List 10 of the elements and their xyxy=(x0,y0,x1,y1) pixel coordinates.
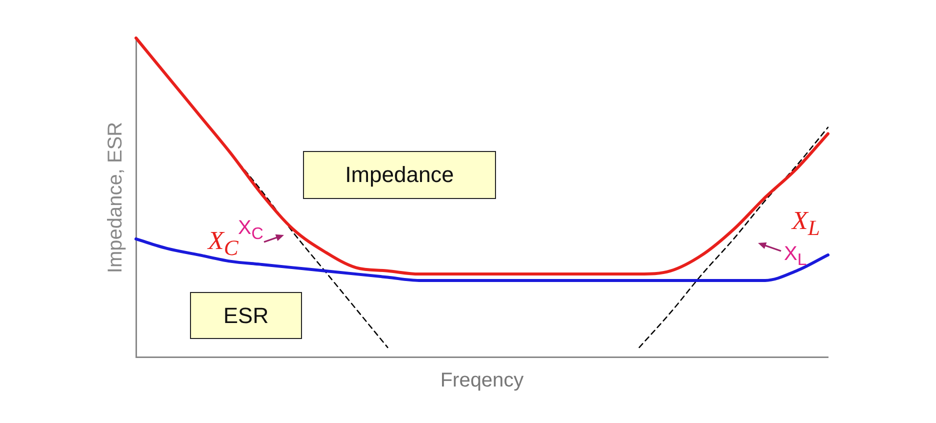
annotation: X$_{L}$ xyxy=(784,243,807,269)
series-label: ESR xyxy=(223,302,269,328)
x-axis-title: Freqency xyxy=(440,370,524,392)
y-axis-title: Impedance, ESR xyxy=(104,122,127,274)
annotation: X$_{L}$ xyxy=(792,206,820,240)
annotation: X$_{C}$ xyxy=(238,217,264,243)
text: Impedance xyxy=(345,162,454,188)
text-box: Impedance xyxy=(303,151,496,199)
text-box: ESR xyxy=(190,292,302,339)
annotation: X$_{C}$ xyxy=(208,226,238,260)
